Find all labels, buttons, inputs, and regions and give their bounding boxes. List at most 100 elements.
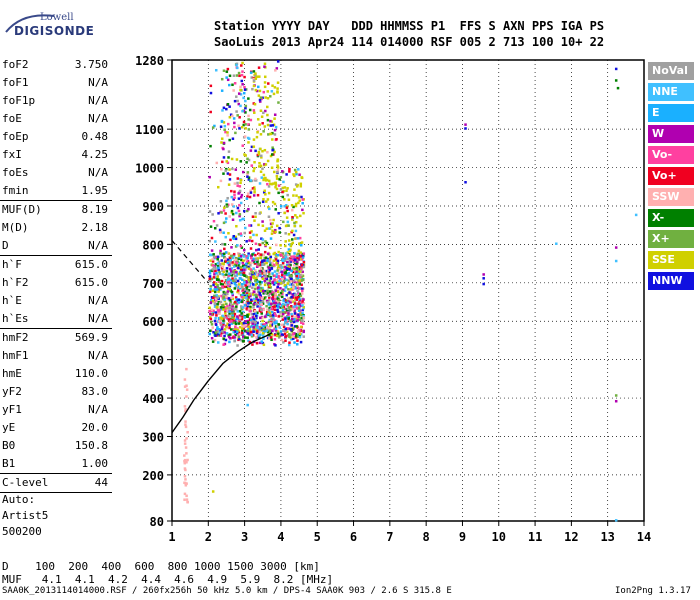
- echo-point: [216, 284, 219, 287]
- echo-point: [281, 312, 285, 316]
- echo-point: [285, 278, 288, 282]
- echo-point: [224, 130, 227, 134]
- echo-point: [260, 156, 263, 159]
- echo-point: [298, 329, 301, 332]
- echo-point: [248, 305, 252, 309]
- echo-point: [264, 256, 268, 259]
- echo-point: [226, 276, 230, 279]
- echo-point: [217, 278, 220, 281]
- parameter-panel: foF2 3.750 foF1 N/A foF1p N/A foE N/A foEp 0.48 fx…: [0, 56, 112, 541]
- echo-point: [240, 315, 244, 318]
- echo-point: [268, 306, 271, 310]
- echo-point: [245, 197, 249, 200]
- echo-point: [238, 189, 242, 193]
- echo-point: [222, 209, 226, 212]
- echo-point: [228, 306, 232, 309]
- echo-point: [241, 278, 244, 282]
- echo-point: [232, 117, 236, 120]
- echo-point: [277, 315, 281, 318]
- echo-point: [257, 334, 261, 337]
- echo-point: [284, 255, 288, 259]
- echo-point: [555, 242, 558, 245]
- echo-point: [283, 257, 287, 261]
- echo-point: [274, 208, 277, 211]
- echo-point: [272, 333, 275, 337]
- echo-point: [250, 333, 253, 337]
- echo-point: [273, 170, 276, 174]
- echo-point: [464, 123, 467, 126]
- echo-point: [231, 167, 234, 171]
- echo-point: [239, 178, 243, 182]
- echo-point: [249, 189, 252, 193]
- echo-point: [247, 137, 251, 140]
- echo-point: [274, 327, 278, 330]
- echo-point: [266, 274, 270, 278]
- echo-point: [217, 341, 220, 344]
- echo-point: [239, 285, 242, 288]
- echo-point: [257, 85, 260, 89]
- echo-point: [208, 269, 212, 273]
- echo-point: [239, 201, 243, 205]
- echo-point: [216, 255, 220, 259]
- echo-point: [253, 188, 256, 191]
- echo-point: [232, 270, 235, 273]
- param-label: h`E: [2, 294, 22, 307]
- echo-point: [242, 248, 246, 252]
- echo-point: [184, 484, 188, 487]
- echo-point: [261, 296, 264, 299]
- y-tick-label: 400: [142, 392, 164, 406]
- echo-point: [222, 337, 226, 341]
- echo-point: [255, 258, 258, 261]
- echo-point: [186, 458, 189, 462]
- param-row: C-level 44: [0, 474, 112, 492]
- echo-point: [235, 302, 239, 306]
- echo-point: [245, 279, 248, 283]
- echo-point: [297, 270, 300, 274]
- echo-point: [283, 204, 286, 208]
- echo-point: [209, 259, 212, 262]
- echo-point: [251, 87, 254, 91]
- echo-point: [243, 135, 247, 138]
- echo-point: [238, 333, 242, 336]
- echo-point: [240, 246, 244, 249]
- echo-point: [231, 137, 235, 140]
- echo-point: [236, 344, 239, 347]
- echo-point: [221, 283, 225, 286]
- echo-point: [209, 329, 212, 333]
- echo-point: [249, 268, 252, 271]
- echo-point: [245, 161, 248, 164]
- echo-point: [293, 293, 296, 297]
- echo-point: [246, 192, 250, 195]
- echo-point: [256, 290, 260, 293]
- echo-point: [295, 274, 299, 278]
- echo-point: [275, 321, 278, 325]
- echo-point: [284, 252, 288, 255]
- echo-point: [279, 280, 283, 283]
- echo-point: [247, 278, 251, 282]
- echo-point: [239, 181, 242, 185]
- echo-point: [267, 303, 271, 306]
- echo-point: [209, 144, 212, 148]
- echo-point: [268, 284, 272, 287]
- echo-point: [222, 231, 225, 234]
- echo-point: [482, 282, 485, 286]
- echo-point: [286, 193, 289, 197]
- echo-point: [249, 118, 253, 122]
- echo-point: [245, 281, 249, 284]
- echo-point: [273, 128, 277, 132]
- echo-point: [210, 236, 214, 240]
- echo-point: [280, 295, 284, 299]
- echo-point: [260, 340, 263, 343]
- echo-point: [300, 287, 304, 290]
- echo-point: [236, 328, 240, 332]
- echo-point: [263, 259, 266, 262]
- echo-point: [224, 338, 228, 342]
- echo-point: [226, 196, 229, 200]
- echo-point: [239, 195, 243, 199]
- echo-point: [237, 197, 241, 200]
- echo-point: [208, 277, 212, 281]
- echo-point: [224, 251, 228, 254]
- echo-point: [219, 300, 223, 304]
- param-label: yE: [2, 421, 16, 434]
